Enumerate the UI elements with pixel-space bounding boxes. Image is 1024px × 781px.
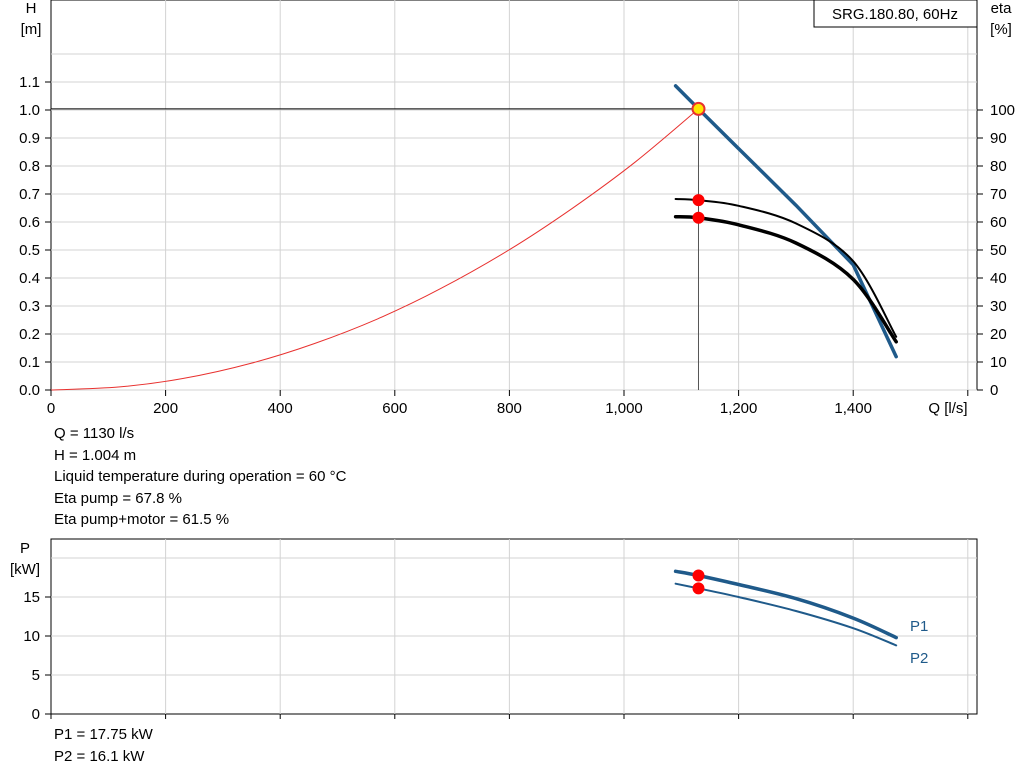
- y2-tick-label: 60: [990, 214, 1007, 231]
- p-tick-label: 15: [23, 589, 40, 606]
- info-p2: P2 = 16.1 kW: [54, 746, 153, 768]
- y-tick-label: 0.2: [19, 326, 40, 343]
- x-tick-label: 1,000: [605, 400, 643, 417]
- x-tick-label: 400: [268, 400, 293, 417]
- info-liquid-temperature: Liquid temperature during operation = 60…: [54, 466, 346, 488]
- y2-axis-label: eta: [991, 0, 1013, 17]
- eta-pump-motor-marker: [693, 212, 704, 223]
- x-tick-label: 600: [382, 400, 407, 417]
- p2-duty-marker: [693, 583, 704, 594]
- x-tick-label: 200: [153, 400, 178, 417]
- y2-tick-label: 40: [990, 270, 1007, 287]
- y-tick-label: 0.1: [19, 354, 40, 371]
- y-tick-label: 0.5: [19, 242, 40, 259]
- y-axis-unit: [m]: [21, 21, 42, 38]
- power-p1-curve: [676, 571, 897, 637]
- eta-pump-marker: [693, 195, 704, 206]
- info-p1: P1 = 17.75 kW: [54, 724, 153, 746]
- info-head: H = 1.004 m: [54, 445, 346, 467]
- y2-axis-unit: [%]: [990, 21, 1012, 38]
- y2-tick-label: 0: [990, 382, 998, 399]
- y-tick-label: 0.9: [19, 130, 40, 147]
- y2-tick-label: 30: [990, 298, 1007, 315]
- x-axis-label: Q [l/s]: [928, 400, 967, 417]
- y-tick-label: 0.3: [19, 298, 40, 315]
- operating-point-info: Q = 1130 l/s H = 1.004 m Liquid temperat…: [54, 423, 346, 531]
- top-plot-frame: [51, 0, 977, 390]
- y2-tick-label: 90: [990, 130, 1007, 147]
- info-eta-pump-motor: Eta pump+motor = 61.5 %: [54, 509, 346, 531]
- p-axis-label: P: [20, 540, 30, 557]
- eta-pump-motor-curve: [676, 217, 897, 342]
- y-tick-label: 0.7: [19, 186, 40, 203]
- power-p1-label: P1: [910, 618, 928, 635]
- y2-tick-label: 20: [990, 326, 1007, 343]
- p-tick-label: 10: [23, 628, 40, 645]
- y2-tick-label: 50: [990, 242, 1007, 259]
- x-tick-label: 0: [47, 400, 55, 417]
- p-tick-label: 0: [32, 706, 40, 723]
- x-tick-label: 800: [497, 400, 522, 417]
- y-tick-label: 0.4: [19, 270, 40, 287]
- p1-duty-marker: [693, 570, 704, 581]
- power-info: P1 = 17.75 kW P2 = 16.1 kW: [54, 724, 153, 767]
- power-p2-label: P2: [910, 650, 928, 667]
- system-curve-curve: [51, 109, 699, 390]
- y-tick-label: 0.8: [19, 158, 40, 175]
- y2-tick-label: 70: [990, 186, 1007, 203]
- y2-tick-label: 80: [990, 158, 1007, 175]
- info-eta-pump: Eta pump = 67.8 %: [54, 488, 346, 510]
- duty-point-marker: [692, 103, 704, 115]
- y-tick-label: 1.0: [19, 102, 40, 119]
- p-tick-label: 5: [32, 667, 40, 684]
- y-tick-label: 0.0: [19, 382, 40, 399]
- pump-head-curve: [676, 86, 897, 357]
- y-tick-label: 0.6: [19, 214, 40, 231]
- x-tick-label: 1,400: [834, 400, 872, 417]
- title-box-text: SRG.180.80, 60Hz: [832, 6, 958, 23]
- p-axis-unit: [kW]: [10, 561, 40, 578]
- y-axis-label: H: [26, 0, 37, 17]
- info-flow: Q = 1130 l/s: [54, 423, 346, 445]
- y2-tick-label: 10: [990, 354, 1007, 371]
- y-tick-label: 1.1: [19, 74, 40, 91]
- y2-tick-label: 100: [990, 102, 1015, 119]
- x-tick-label: 1,200: [720, 400, 758, 417]
- bottom-plot-frame: [51, 539, 977, 714]
